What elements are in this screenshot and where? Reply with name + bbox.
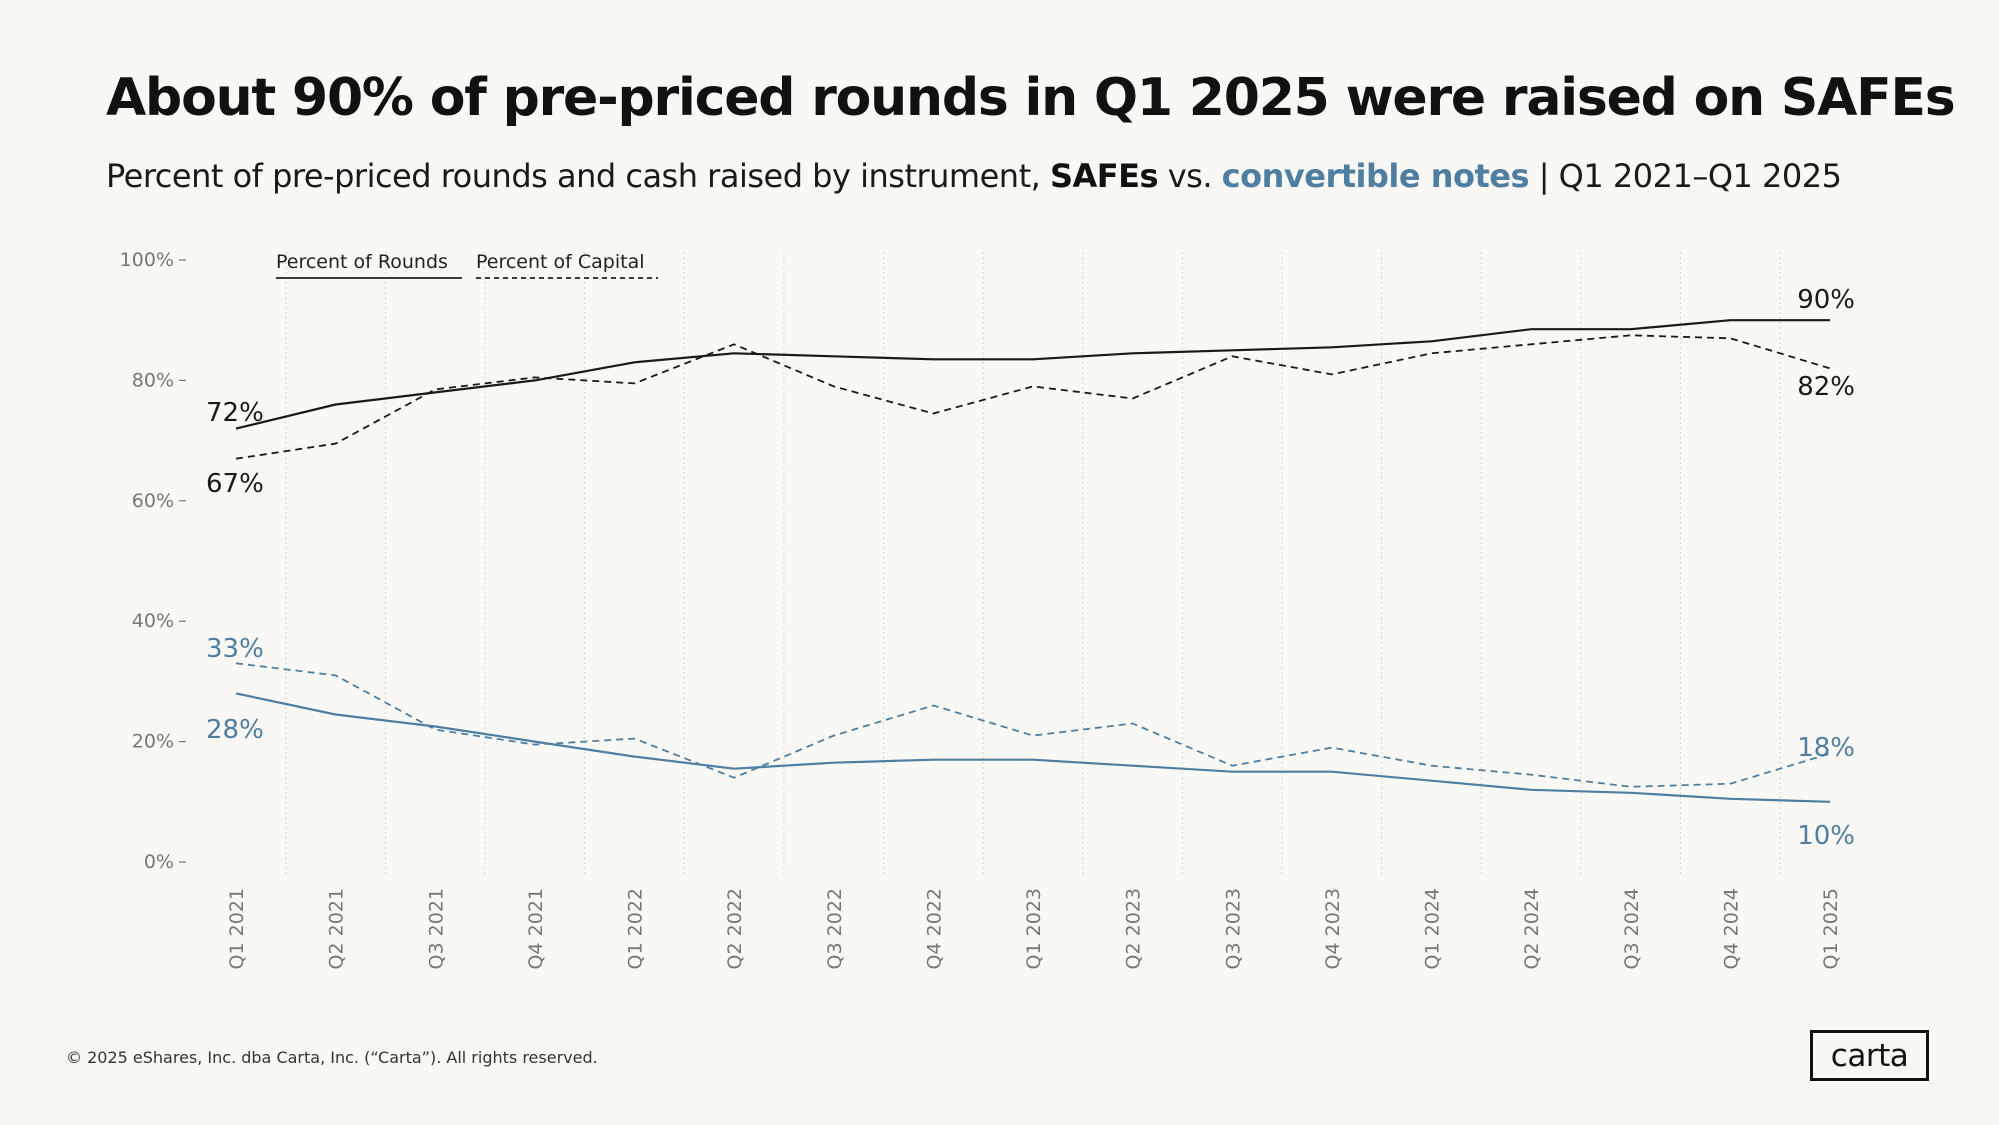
y-tick-label: 60% <box>132 490 174 512</box>
legend: Percent of Rounds Percent of Capital <box>276 251 658 279</box>
x-tick-label: Q1 2022 <box>625 888 647 969</box>
x-tick-label: Q2 2021 <box>326 888 348 969</box>
y-axis: 0% 20% 40% 60% 80% 100% <box>120 249 186 873</box>
data-label-start: 28% <box>206 715 264 745</box>
x-tick-label: Q3 2024 <box>1621 888 1643 969</box>
notes-rounds-line <box>235 692 1831 803</box>
data-label-end: 90% <box>1797 285 1855 315</box>
safes-rounds-line <box>235 319 1830 430</box>
data-label-start: 33% <box>206 634 264 664</box>
x-tick-label: Q4 2023 <box>1322 888 1344 969</box>
x-tick-label: Q2 2023 <box>1123 888 1145 969</box>
carta-logo: carta <box>1810 1030 1929 1081</box>
copyright-notice: © 2025 eShares, Inc. dba Carta, Inc. (“C… <box>66 1048 598 1067</box>
data-label-start: 72% <box>206 398 264 428</box>
x-tick-label: Q3 2021 <box>425 888 447 969</box>
subtitle-vs: vs. <box>1167 157 1213 195</box>
subtitle-notes: convertible notes <box>1221 157 1530 195</box>
safes-capital-line <box>235 334 1831 460</box>
x-tick-label: Q1 2021 <box>226 888 248 969</box>
y-tick-label: 80% <box>132 369 174 391</box>
grid-lines <box>285 252 1781 875</box>
data-label-end: 10% <box>1797 821 1855 851</box>
y-tick-label: 20% <box>132 731 174 753</box>
x-tick-label: Q4 2022 <box>923 888 945 969</box>
x-axis: Q1 2021 Q2 2021 Q3 2021 Q4 2021 Q1 2022 Q2 20… <box>226 888 1842 969</box>
legend-label: Percent of Capital <box>476 251 645 273</box>
chart-subtitle: Percent of pre-priced rounds and cash ra… <box>106 157 1842 195</box>
subtitle-prefix: Percent of pre-priced rounds and cash ra… <box>106 157 1041 195</box>
subtitle-safes: SAFEs <box>1049 157 1159 195</box>
x-tick-label: Q1 2023 <box>1023 888 1045 969</box>
x-tick-label: Q1 2024 <box>1422 888 1444 969</box>
data-label-end: 82% <box>1797 372 1855 402</box>
x-tick-label: Q1 2025 <box>1820 888 1842 969</box>
y-tick-label: 0% <box>144 851 174 873</box>
y-tick-label: 40% <box>132 610 174 632</box>
x-tick-label: Q3 2022 <box>824 888 846 969</box>
notes-capital-line <box>235 662 1831 788</box>
x-tick-label: Q4 2024 <box>1720 888 1742 969</box>
x-tick-label: Q2 2022 <box>724 888 746 969</box>
data-label-start: 67% <box>206 469 264 499</box>
x-tick-label: Q4 2021 <box>525 888 547 969</box>
series-lines <box>235 319 1831 803</box>
x-tick-label: Q2 2024 <box>1521 888 1543 969</box>
chart-title: About 90% of pre-priced rounds in Q1 202… <box>106 68 1956 128</box>
y-tick-label: 100% <box>120 249 174 271</box>
data-labels: 72% 90% 67% 82% 28% 10% 33% 18% <box>206 285 1855 851</box>
x-tick-label: Q3 2023 <box>1222 888 1244 969</box>
legend-label: Percent of Rounds <box>276 251 448 273</box>
data-label-end: 18% <box>1797 733 1855 763</box>
subtitle-suffix: | Q1 2021–Q1 2025 <box>1538 157 1842 195</box>
